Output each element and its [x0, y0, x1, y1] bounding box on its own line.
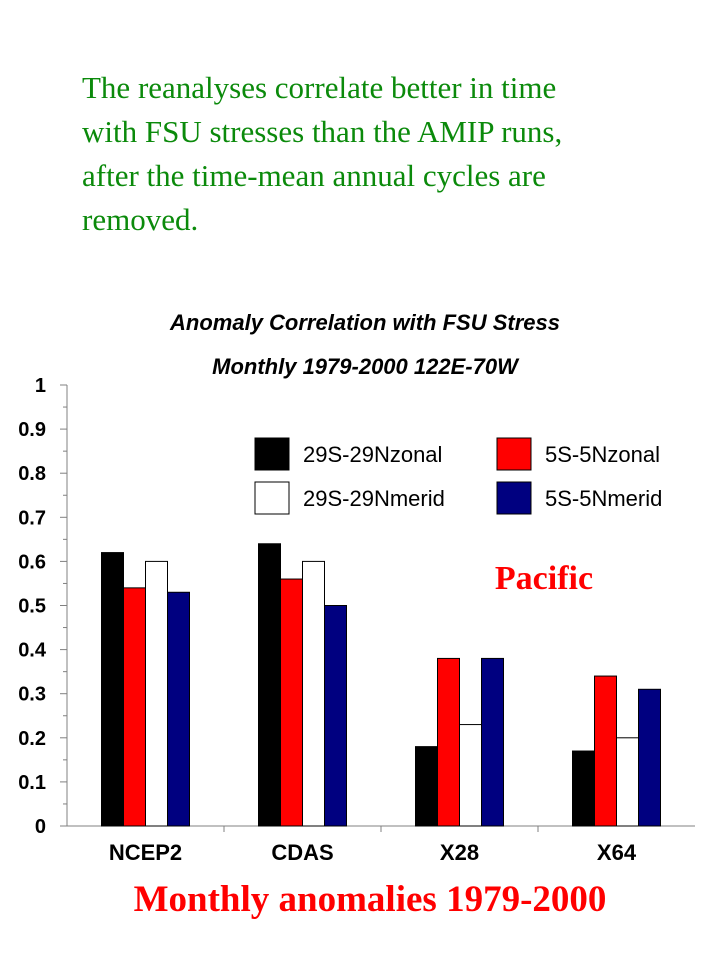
y-tick-label: 0.5 — [18, 596, 46, 618]
bar-5S-5Nmerid-CDAS — [324, 605, 347, 827]
legend-swatch — [254, 481, 290, 515]
bar-5S-5Nzonal-NCEP2 — [123, 587, 146, 827]
legend-swatch — [496, 437, 532, 471]
intro-line: removed. — [82, 202, 199, 237]
bar-29S-29Nzonal-NCEP2 — [101, 552, 124, 827]
bar-5S-5Nzonal-X64 — [594, 675, 617, 827]
x-tick-label: NCEP2 — [109, 840, 182, 865]
legend-label: 29S-29Nmerid — [303, 486, 445, 511]
bar-29S-29Nmerid-NCEP2 — [145, 560, 168, 827]
x-tick-label: X64 — [597, 840, 637, 865]
bars — [101, 543, 661, 827]
bottom-annotation: Monthly anomalies 1979-2000 — [134, 879, 607, 920]
intro-text: The reanalyses correlate better in time … — [82, 66, 672, 242]
y-tick-label: 0.6 — [18, 551, 46, 573]
y-tick-label: 0.1 — [18, 772, 46, 794]
legend-swatch — [254, 437, 290, 471]
chart-title: Anomaly Correlation with FSU Stress — [169, 310, 560, 335]
y-tick-label: 0 — [35, 816, 46, 838]
bar-5S-5Nzonal-CDAS — [280, 578, 303, 827]
y-tick-label: 0.4 — [18, 640, 47, 662]
bar-29S-29Nmerid-X64 — [616, 737, 639, 827]
intro-line: with FSU stresses than the AMIP runs, — [82, 114, 563, 149]
y-tick-label: 0.9 — [18, 419, 46, 441]
intro-line: The reanalyses correlate better in time — [82, 70, 557, 105]
x-tick-label: X28 — [440, 840, 479, 865]
legend-swatch — [496, 481, 532, 515]
bar-5S-5Nmerid-NCEP2 — [167, 591, 190, 827]
legend: 29S-29Nzonal 5S-5Nzonal 29S-29Nmerid 5S-5Nm… — [254, 437, 662, 515]
x-tick-label: CDAS — [271, 840, 333, 865]
chart-subtitle: Monthly 1979-2000 122E-70W — [212, 354, 520, 379]
y-tick-label: 1 — [35, 375, 46, 397]
y-tick-label: 0.2 — [18, 728, 46, 750]
bar-5S-5Nmerid-X64 — [638, 688, 661, 827]
y-tick-label: 0.7 — [18, 507, 46, 529]
bar-29S-29Nzonal-X28 — [415, 746, 438, 827]
legend-label: 29S-29Nzonal — [303, 442, 442, 467]
legend-label: 5S-5Nmerid — [545, 486, 662, 511]
y-tick-label: 0.8 — [18, 463, 46, 485]
intro-line: after the time-mean annual cycles are — [82, 158, 546, 193]
bar-5S-5Nzonal-X28 — [437, 657, 460, 827]
y-tick-label: 0.3 — [18, 684, 46, 706]
bar-5S-5Nmerid-X28 — [481, 657, 504, 827]
pacific-annotation: Pacific — [495, 560, 593, 597]
legend-label: 5S-5Nzonal — [545, 442, 660, 467]
bar-29S-29Nmerid-CDAS — [302, 560, 325, 827]
bar-29S-29Nzonal-CDAS — [258, 543, 281, 827]
bar-29S-29Nmerid-X28 — [459, 724, 482, 827]
bar-29S-29Nzonal-X64 — [572, 750, 595, 827]
